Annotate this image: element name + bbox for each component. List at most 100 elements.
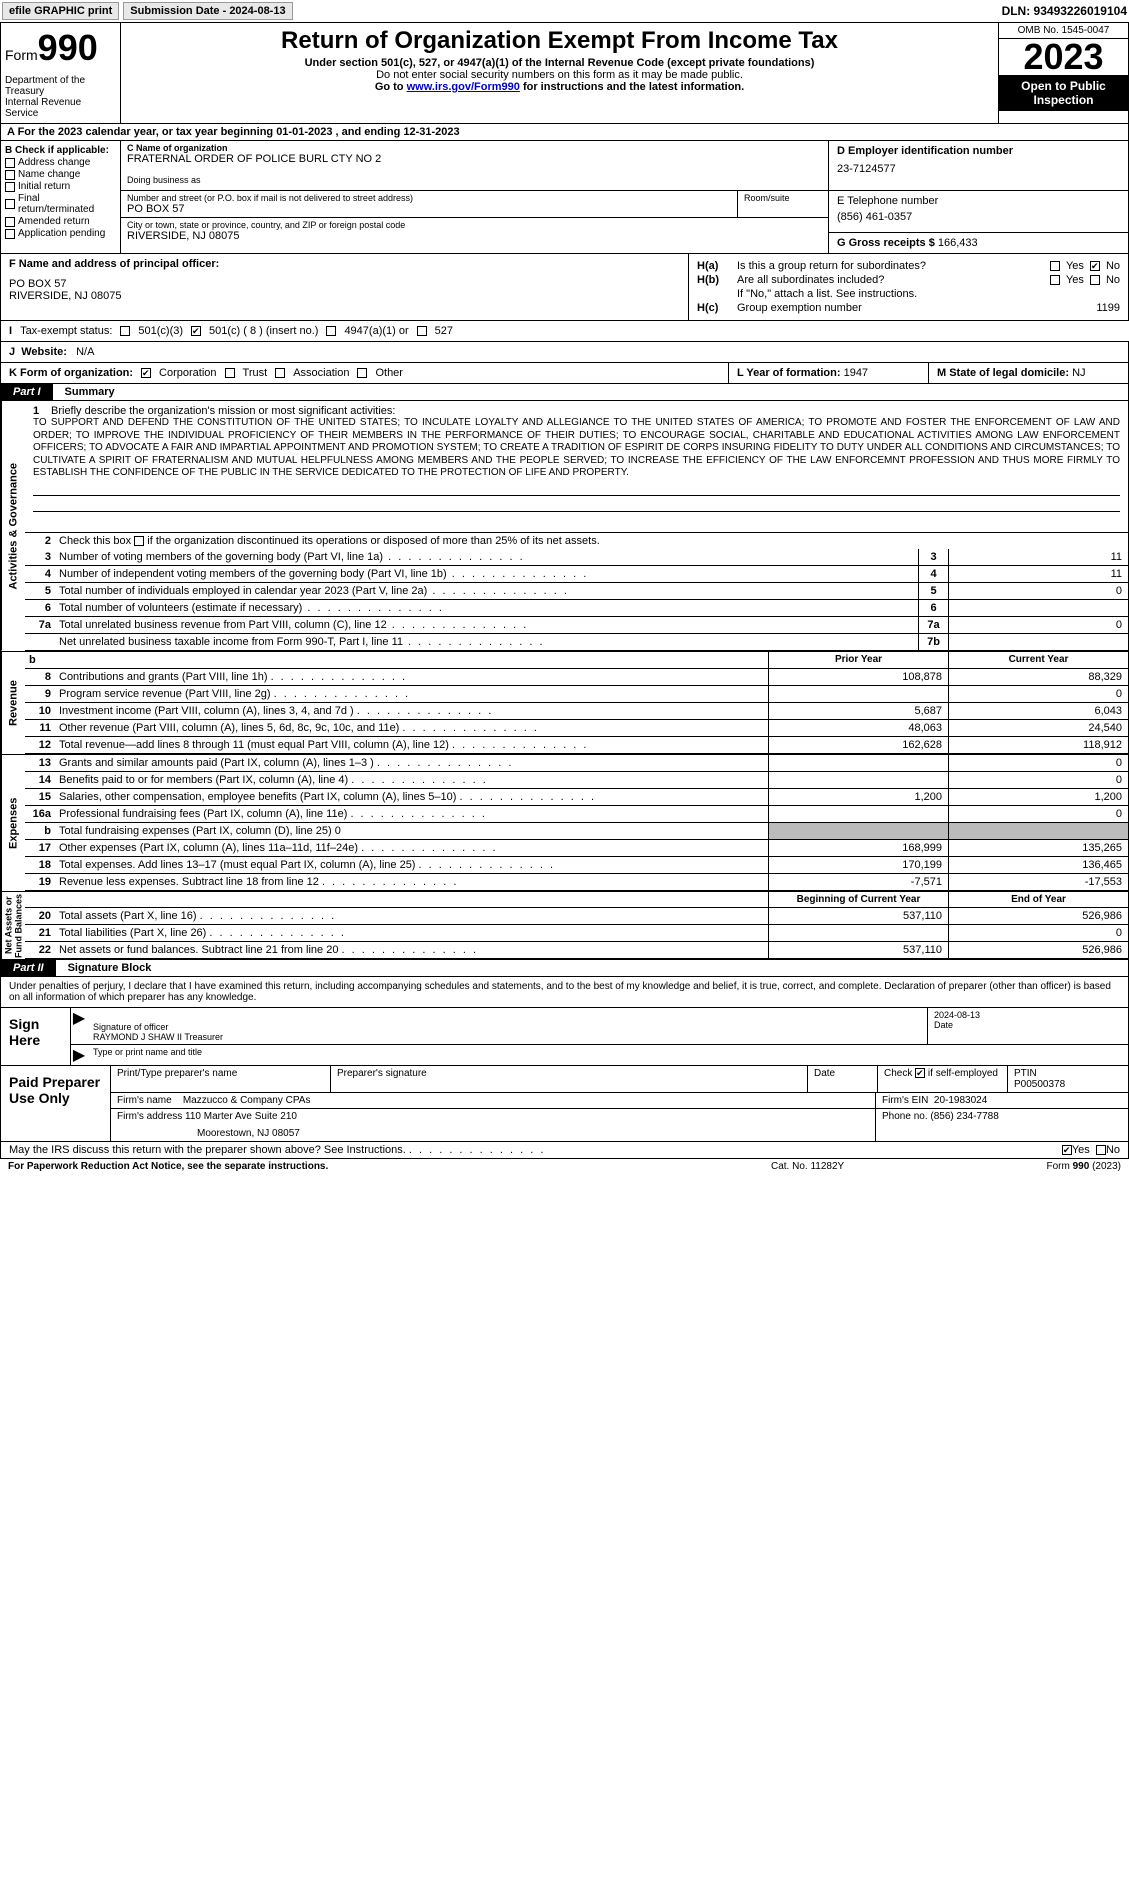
- vtab-activities: Activities & Governance: [1, 401, 25, 651]
- summary-line: 11Other revenue (Part VIII, column (A), …: [25, 720, 1128, 737]
- prior-current-header: b Prior Year Current Year: [25, 652, 1128, 669]
- sign-here-block: Sign Here ▶ Signature of officer RAYMOND…: [0, 1008, 1129, 1066]
- summary-line: 5Total number of individuals employed in…: [25, 583, 1128, 600]
- vtab-net-assets: Net Assets or Fund Balances: [1, 892, 25, 959]
- ha-no[interactable]: [1090, 261, 1100, 271]
- officer-name: RAYMOND J SHAW II Treasurer: [93, 1032, 921, 1042]
- vtab-revenue: Revenue: [1, 652, 25, 754]
- chk-501c3[interactable]: [120, 326, 130, 336]
- summary-line: 8Contributions and grants (Part VIII, li…: [25, 669, 1128, 686]
- website-row: J Website: N/A: [0, 342, 1129, 363]
- org-name-block: C Name of organization FRATERNAL ORDER O…: [121, 141, 828, 191]
- room-suite: Room/suite: [738, 191, 828, 217]
- arrow-icon: ▶: [71, 1045, 87, 1065]
- chk-discuss-no[interactable]: [1096, 1145, 1106, 1155]
- bottom-footer: For Paperwork Reduction Act Notice, see …: [0, 1159, 1129, 1174]
- chk-association[interactable]: [275, 368, 285, 378]
- ha-yes[interactable]: [1050, 261, 1060, 271]
- summary-line: 19Revenue less expenses. Subtract line 1…: [25, 874, 1128, 891]
- mission-text: TO SUPPORT AND DEFEND THE CONSTITUTION O…: [33, 417, 1120, 480]
- summary-line: 21Total liabilities (Part X, line 26) 0: [25, 925, 1128, 942]
- ptin-cell: PTIN P00500378: [1008, 1066, 1128, 1092]
- discuss-with-preparer-row: May the IRS discuss this return with the…: [0, 1142, 1129, 1159]
- tax-year: 2023: [999, 39, 1128, 75]
- arrow-icon: ▶: [71, 1008, 87, 1044]
- self-employed-cell: Check if self-employed: [878, 1066, 1008, 1092]
- activities-governance-section: Activities & Governance 1Briefly describ…: [0, 401, 1129, 652]
- begin-end-header: Beginning of Current Year End of Year: [25, 892, 1128, 908]
- chk-discontinued[interactable]: [134, 536, 144, 546]
- summary-line: 20Total assets (Part X, line 16) 537,110…: [25, 908, 1128, 925]
- dln-label: DLN: 93493226019104: [1002, 4, 1127, 18]
- row-k-l-m: K Form of organization: Corporation Trus…: [0, 363, 1129, 384]
- vtab-expenses: Expenses: [1, 755, 25, 891]
- summary-line: 14Benefits paid to or for members (Part …: [25, 772, 1128, 789]
- org-name: FRATERNAL ORDER OF POLICE BURL CTY NO 2: [127, 153, 822, 165]
- hb-no[interactable]: [1090, 275, 1100, 285]
- signature-intro: Under penalties of perjury, I declare th…: [0, 977, 1129, 1008]
- summary-line: 17Other expenses (Part IX, column (A), l…: [25, 840, 1128, 857]
- chk-self-employed[interactable]: [915, 1068, 925, 1078]
- chk-initial-return[interactable]: Initial return: [5, 181, 116, 192]
- revenue-section: Revenue b Prior Year Current Year 8Contr…: [0, 652, 1129, 755]
- section-f-h: F Name and address of principal officer:…: [0, 254, 1129, 321]
- summary-line: 9Program service revenue (Part VIII, lin…: [25, 686, 1128, 703]
- summary-line: 22Net assets or fund balances. Subtract …: [25, 942, 1128, 959]
- summary-line: 4Number of independent voting members of…: [25, 566, 1128, 583]
- part-1-header: Part I Summary: [0, 384, 1129, 401]
- submission-date-button[interactable]: Submission Date - 2024-08-13: [123, 2, 292, 20]
- chk-501c[interactable]: [191, 326, 201, 336]
- summary-line: 12Total revenue—add lines 8 through 11 (…: [25, 737, 1128, 754]
- chk-4947[interactable]: [326, 326, 336, 336]
- summary-line: 15Salaries, other compensation, employee…: [25, 789, 1128, 806]
- dept-label: Department of the Treasury Internal Reve…: [5, 69, 116, 119]
- subtitle-1: Under section 501(c), 527, or 4947(a)(1)…: [129, 57, 990, 69]
- topbar: efile GRAPHIC print Submission Date - 20…: [0, 0, 1129, 22]
- year-formation: L Year of formation: 1947: [728, 363, 928, 383]
- efile-print-button[interactable]: efile GRAPHIC print: [2, 2, 119, 20]
- inspection-label: Open to Public Inspection: [999, 75, 1128, 111]
- principal-officer-block: F Name and address of principal officer:…: [1, 254, 688, 320]
- chk-amended-return[interactable]: Amended return: [5, 216, 116, 227]
- state-domicile: M State of legal domicile: NJ: [928, 363, 1128, 383]
- city-block: City or town, state or province, country…: [121, 218, 828, 244]
- summary-line: Net unrelated business taxable income fr…: [25, 634, 1128, 651]
- chk-corporation[interactable]: [141, 368, 151, 378]
- chk-application-pending[interactable]: Application pending: [5, 228, 116, 239]
- summary-line: 16aProfessional fundraising fees (Part I…: [25, 806, 1128, 823]
- street-address-block: Number and street (or P.O. box if mail i…: [121, 191, 738, 217]
- chk-address-change[interactable]: Address change: [5, 157, 116, 168]
- firm-address-cell: Firm's address 110 Marter Ave Suite 210 …: [111, 1109, 876, 1141]
- summary-line: 10Investment income (Part VIII, column (…: [25, 703, 1128, 720]
- chk-name-change[interactable]: Name change: [5, 169, 116, 180]
- telephone-block: E Telephone number (856) 461-0357: [829, 191, 1128, 233]
- subtitle-3: Go to www.irs.gov/Form990 for instructio…: [129, 81, 990, 93]
- form-number: Form990: [5, 27, 116, 69]
- mission-block: 1Briefly describe the organization's mis…: [25, 401, 1128, 533]
- tax-exempt-status-row: ITax-exempt status: 501(c)(3) 501(c) ( 8…: [0, 321, 1129, 342]
- chk-discuss-yes[interactable]: [1062, 1145, 1072, 1155]
- line-2: 2Check this box if the organization disc…: [25, 533, 1128, 549]
- chk-other[interactable]: [357, 368, 367, 378]
- summary-line: 18Total expenses. Add lines 13–17 (must …: [25, 857, 1128, 874]
- summary-line: bTotal fundraising expenses (Part IX, co…: [25, 823, 1128, 840]
- row-a-tax-year: A For the 2023 calendar year, or tax yea…: [0, 124, 1129, 141]
- form-of-org: K Form of organization: Corporation Trus…: [1, 363, 728, 383]
- sig-date: 2024-08-13: [934, 1010, 1122, 1020]
- form-title: Return of Organization Exempt From Incom…: [129, 27, 990, 55]
- firm-name-cell: Firm's name Mazzucco & Company CPAs: [111, 1093, 876, 1108]
- ein-block: D Employer identification number 23-7124…: [829, 141, 1128, 191]
- column-b-checkboxes: B Check if applicable: Address change Na…: [1, 141, 121, 253]
- chk-final-return[interactable]: Final return/terminated: [5, 193, 116, 215]
- summary-line: 3Number of voting members of the governi…: [25, 549, 1128, 566]
- form-number-footer: Form 990 (2023): [971, 1161, 1121, 1172]
- chk-527[interactable]: [417, 326, 427, 336]
- section-b-through-g: B Check if applicable: Address change Na…: [0, 141, 1129, 254]
- irs-link[interactable]: www.irs.gov/Form990: [407, 81, 520, 93]
- hb-yes[interactable]: [1050, 275, 1060, 285]
- firm-phone-cell: Phone no. (856) 234-7788: [876, 1109, 1128, 1141]
- net-assets-section: Net Assets or Fund Balances Beginning of…: [0, 892, 1129, 960]
- chk-trust[interactable]: [225, 368, 235, 378]
- part-2-header: Part II Signature Block: [0, 960, 1129, 977]
- summary-line: 7aTotal unrelated business revenue from …: [25, 617, 1128, 634]
